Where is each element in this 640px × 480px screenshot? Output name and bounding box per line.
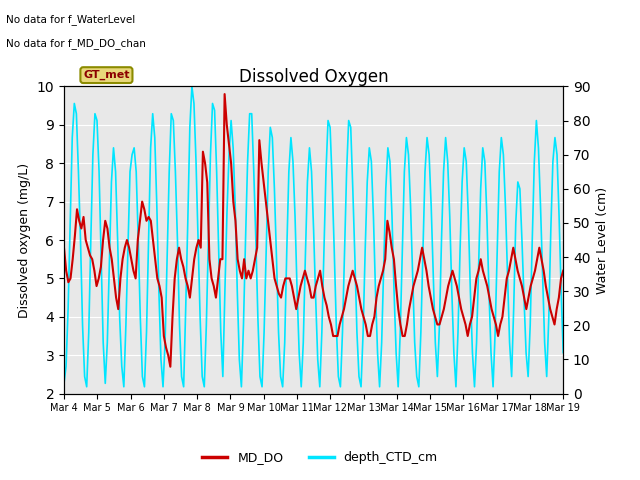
- Text: No data for f_WaterLevel: No data for f_WaterLevel: [6, 14, 136, 25]
- Text: No data for f_MD_DO_chan: No data for f_MD_DO_chan: [6, 38, 147, 49]
- Y-axis label: Water Level (cm): Water Level (cm): [596, 186, 609, 294]
- Title: Dissolved Oxygen: Dissolved Oxygen: [239, 68, 388, 86]
- Y-axis label: Dissolved oxygen (mg/L): Dissolved oxygen (mg/L): [18, 162, 31, 318]
- Text: GT_met: GT_met: [83, 70, 130, 80]
- Legend: MD_DO, depth_CTD_cm: MD_DO, depth_CTD_cm: [197, 446, 443, 469]
